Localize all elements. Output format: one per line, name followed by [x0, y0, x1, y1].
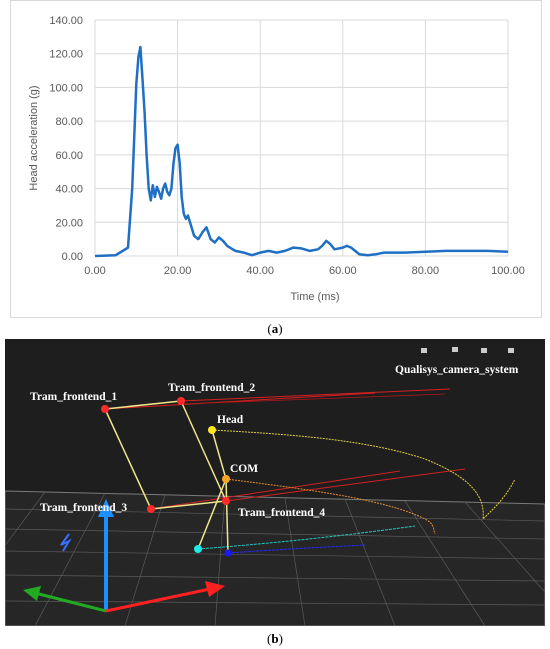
x-axis-title: Time (ms) [290, 291, 339, 303]
trail-com [225, 478, 436, 535]
motion-capture-scene: Qualisys_camera_system Tram_frontend_1 T… [5, 339, 545, 626]
marker-head [208, 426, 216, 434]
y-axis-arrow-icon [98, 499, 114, 517]
marker-cyan [194, 545, 202, 553]
y-tick-label: 40.00 [55, 184, 83, 196]
label-frontend-3: Tram_frontend_3 [40, 502, 127, 514]
caption-b: (b) [267, 631, 283, 646]
marker-frontend-4 [222, 497, 230, 505]
x-tick-label: 100.00 [491, 265, 525, 277]
coordinate-axes [23, 499, 225, 613]
camera-icon [452, 347, 458, 352]
chart-canvas: 0.00 20.00 40.00 60.00 80.00 100.00 0.00 20.00 4… [10, 0, 542, 318]
trail-cyan [197, 525, 416, 550]
trail-head [211, 429, 516, 521]
marker-frontend-3 [147, 505, 155, 513]
scene-canvas: Qualisys_camera_system Tram_frontend_1 T… [5, 339, 545, 626]
y-tick-label: 100.00 [49, 82, 83, 94]
y-tick-label: 60.00 [55, 150, 83, 162]
trail-frontend-1 [104, 392, 376, 410]
y-tick-label: 80.00 [55, 116, 83, 128]
label-frontend-2: Tram_frontend_2 [168, 382, 255, 394]
caption-a: (a) [267, 321, 283, 336]
label-frontend-4: Tram_frontend_4 [238, 507, 325, 519]
z-axis-arrow-icon [23, 586, 41, 601]
caption-a-letter: a [271, 321, 279, 336]
camera-icon [421, 348, 427, 353]
label-com: COM [230, 463, 258, 475]
x-tick-label: 40.00 [246, 265, 274, 277]
series-line-0 [94, 45, 509, 258]
camera-icons [421, 347, 514, 353]
x-tick-label: 80.00 [412, 265, 440, 277]
y-tick-label: 120.00 [49, 49, 83, 61]
trail-frontend-3 [150, 470, 401, 510]
label-qualisys: Qualisys_camera_system [395, 364, 519, 376]
marker-blue [224, 549, 232, 557]
y-tick-label: 140.00 [49, 15, 83, 27]
trail-frontend-2b [180, 393, 446, 405]
label-head: Head [217, 414, 244, 426]
y-tick-label: 0.00 [62, 251, 83, 263]
camera-icon [508, 348, 514, 353]
x-axis-arrow-icon [205, 581, 225, 597]
marker-frontend-2 [177, 397, 185, 405]
camera-icon [481, 348, 487, 353]
trajectories [104, 388, 516, 554]
axis-swirl-icon [60, 533, 72, 552]
marker-frontend-1 [101, 405, 109, 413]
x-tick-label: 0.00 [84, 265, 105, 277]
x-tick-label: 20.00 [164, 265, 192, 277]
x-tick-label: 60.00 [329, 265, 357, 277]
ground-grid [5, 490, 545, 626]
trail-blue [227, 544, 366, 554]
marker-links [104, 400, 229, 554]
caption-b-letter: b [271, 631, 279, 646]
label-frontend-1: Tram_frontend_1 [30, 391, 117, 403]
marker-com [222, 475, 230, 483]
y-tick-label: 20.00 [55, 217, 83, 229]
trail-frontend-4 [225, 468, 466, 502]
trail-frontend-2 [180, 388, 451, 402]
acceleration-chart: 0.00 20.00 40.00 60.00 80.00 100.00 0.00 20.00 4… [10, 0, 542, 318]
y-axis-title: Head acceleration (g) [28, 85, 40, 190]
